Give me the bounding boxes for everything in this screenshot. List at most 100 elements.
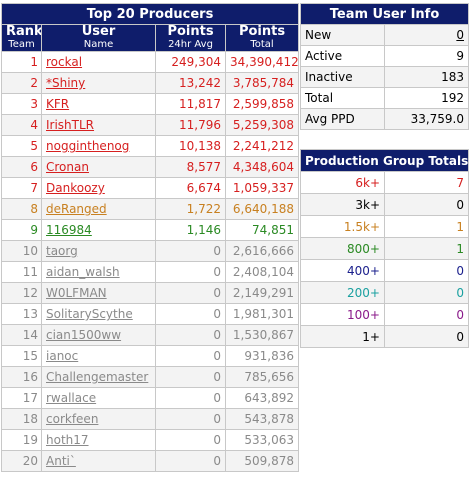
rank-cell: 14 bbox=[1, 324, 42, 346]
points-total-cell: 5,259,308 bbox=[225, 114, 299, 136]
rank-cell: 6 bbox=[1, 156, 42, 178]
rank-cell: 17 bbox=[1, 387, 42, 409]
points-total-cell: 785,656 bbox=[225, 366, 299, 388]
points-total-cell: 4,348,604 bbox=[225, 156, 299, 178]
table-row: 11 aidan_walsh 0 2,408,104 bbox=[1, 261, 299, 283]
points-total-cell: 3,785,784 bbox=[225, 72, 299, 94]
points24-header-sub: 24hr Avg bbox=[168, 39, 213, 50]
user-name-link[interactable]: Cronan bbox=[41, 156, 156, 178]
team-info-label: New bbox=[300, 24, 385, 46]
user-name-link[interactable]: ianoc bbox=[41, 345, 156, 367]
points-24hr-cell: 249,304 bbox=[155, 51, 226, 73]
group-value: 7 bbox=[383, 171, 469, 194]
rank-cell: 3 bbox=[1, 93, 42, 115]
team-info-value: 192 bbox=[384, 87, 469, 109]
group-row: 400+ 0 bbox=[300, 259, 469, 282]
table-row: 8 deRanged 1,722 6,640,188 bbox=[1, 198, 299, 220]
rank-header-sub: Team bbox=[8, 39, 35, 50]
team-info-row: Active 9 bbox=[300, 45, 469, 67]
user-name-link[interactable]: IrishTLR bbox=[41, 114, 156, 136]
user-name-link[interactable]: *Shiny bbox=[41, 72, 156, 94]
user-name-link[interactable]: Anti` bbox=[41, 450, 156, 472]
points-24hr-cell: 0 bbox=[155, 408, 226, 430]
points-24hr-cell: 0 bbox=[155, 387, 226, 409]
user-name-link[interactable]: nogginthenog bbox=[41, 135, 156, 157]
points-total-cell: 533,063 bbox=[225, 429, 299, 451]
user-name-link[interactable]: rockal bbox=[41, 51, 156, 73]
user-name-link[interactable]: deRanged bbox=[41, 198, 156, 220]
group-label: 1+ bbox=[300, 325, 385, 348]
points-total-cell: 543,878 bbox=[225, 408, 299, 430]
user-name-link[interactable]: Challengemaster bbox=[41, 366, 156, 388]
points-24hr-cell: 0 bbox=[155, 240, 226, 262]
user-name-link[interactable]: SolitaryScythe bbox=[41, 303, 156, 325]
group-label: 6k+ bbox=[300, 171, 385, 194]
points24-header-main: Points bbox=[167, 24, 214, 39]
points-24hr-cell: 1,722 bbox=[155, 198, 226, 220]
team-info-label: Inactive bbox=[300, 66, 385, 88]
points-24hr-cell: 11,817 bbox=[155, 93, 226, 115]
points-24hr-cell: 0 bbox=[155, 282, 226, 304]
table-row: 13 SolitaryScythe 0 1,981,301 bbox=[1, 303, 299, 325]
user-name-link[interactable]: KFR bbox=[41, 93, 156, 115]
user-name-link[interactable]: W0LFMAN bbox=[41, 282, 156, 304]
points-total-cell: 2,599,858 bbox=[225, 93, 299, 115]
points-24hr-cell: 0 bbox=[155, 261, 226, 283]
team-user-info-table: Team User Info New 0 Active 9 Inactive 183 Tot… bbox=[300, 3, 469, 130]
group-value: 0 bbox=[383, 325, 469, 348]
rank-cell: 16 bbox=[1, 366, 42, 388]
rank-cell: 8 bbox=[1, 198, 42, 220]
user-name-link[interactable]: corkfeen bbox=[41, 408, 156, 430]
producers-title: Top 20 Producers bbox=[1, 3, 299, 25]
points-total-column-header: Points Total bbox=[225, 24, 299, 52]
user-name-link[interactable]: aidan_walsh bbox=[41, 261, 156, 283]
user-header-main: User bbox=[81, 24, 116, 39]
rank-cell: 9 bbox=[1, 219, 42, 241]
table-row: 16 Challengemaster 0 785,656 bbox=[1, 366, 299, 388]
group-row: 6k+ 7 bbox=[300, 171, 469, 194]
table-row: 17 rwallace 0 643,892 bbox=[1, 387, 299, 409]
table-row: 1 rockal 249,304 34,390,412 bbox=[1, 51, 299, 73]
rank-header-main: Rank bbox=[6, 24, 42, 39]
team-info-value: 183 bbox=[384, 66, 469, 88]
table-row: 2 *Shiny 13,242 3,785,784 bbox=[1, 72, 299, 94]
points-24hr-cell: 0 bbox=[155, 324, 226, 346]
points-total-cell: 34,390,412 bbox=[225, 51, 299, 73]
rank-cell: 19 bbox=[1, 429, 42, 451]
group-row: 800+ 1 bbox=[300, 237, 469, 260]
rank-cell: 4 bbox=[1, 114, 42, 136]
table-row: 15 ianoc 0 931,836 bbox=[1, 345, 299, 367]
user-name-link[interactable]: 116984 bbox=[41, 219, 156, 241]
group-value: 1 bbox=[383, 215, 469, 238]
group-value: 0 bbox=[383, 193, 469, 216]
group-value: 0 bbox=[383, 281, 469, 304]
user-name-link[interactable]: rwallace bbox=[41, 387, 156, 409]
points-24hr-cell: 13,242 bbox=[155, 72, 226, 94]
rank-column-header: Rank Team bbox=[1, 24, 42, 52]
user-column-header: User Name bbox=[41, 24, 156, 52]
group-value: 1 bbox=[383, 237, 469, 260]
rank-cell: 18 bbox=[1, 408, 42, 430]
group-value: 0 bbox=[383, 259, 469, 282]
group-row: 1+ 0 bbox=[300, 325, 469, 348]
rank-cell: 11 bbox=[1, 261, 42, 283]
group-value: 0 bbox=[383, 303, 469, 326]
rank-cell: 10 bbox=[1, 240, 42, 262]
rank-cell: 20 bbox=[1, 450, 42, 472]
table-row: 9 116984 1,146 74,851 bbox=[1, 219, 299, 241]
points-24hr-column-header: Points 24hr Avg bbox=[155, 24, 226, 52]
table-row: 4 IrishTLR 11,796 5,259,308 bbox=[1, 114, 299, 136]
table-row: 5 nogginthenog 10,138 2,241,212 bbox=[1, 135, 299, 157]
team-info-value[interactable]: 0 bbox=[384, 24, 469, 46]
user-name-link[interactable]: taorg bbox=[41, 240, 156, 262]
team-info-label: Active bbox=[300, 45, 385, 67]
user-name-link[interactable]: cian1500ww bbox=[41, 324, 156, 346]
points-header-sub: Total bbox=[250, 39, 274, 50]
table-row: 7 Dankoozy 6,674 1,059,337 bbox=[1, 177, 299, 199]
production-group-totals-table: Production Group Totals 6k+ 7 3k+ 0 1.5k+ 1 80… bbox=[299, 149, 469, 348]
team-info-row: Inactive 183 bbox=[300, 66, 469, 88]
group-label: 3k+ bbox=[300, 193, 385, 216]
user-name-link[interactable]: Dankoozy bbox=[41, 177, 156, 199]
points-24hr-cell: 1,146 bbox=[155, 219, 226, 241]
user-name-link[interactable]: hoth17 bbox=[41, 429, 156, 451]
